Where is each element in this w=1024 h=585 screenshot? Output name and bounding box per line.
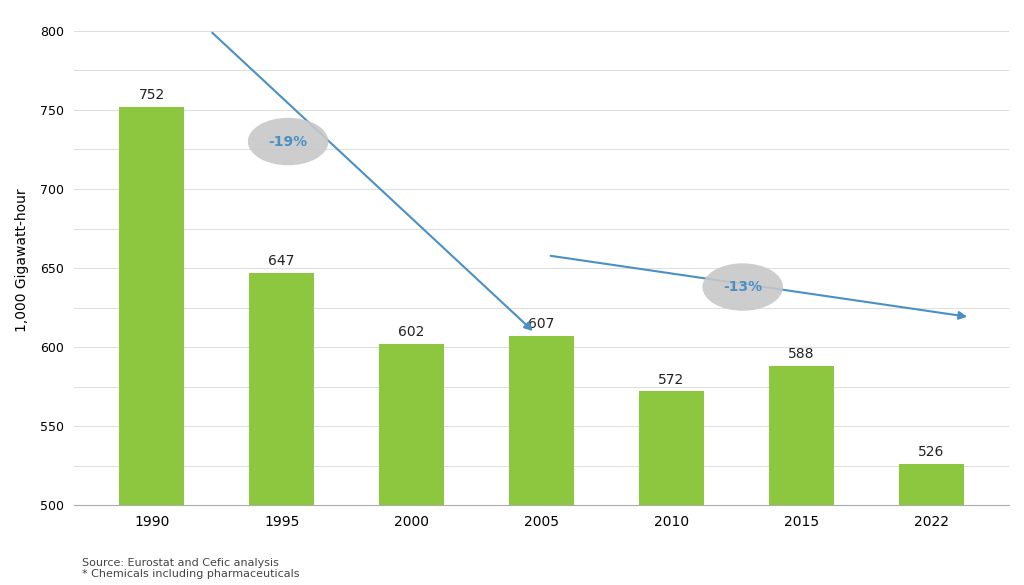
Bar xyxy=(639,391,703,505)
Y-axis label: 1,000 Gigawatt-hour: 1,000 Gigawatt-hour xyxy=(15,188,29,332)
Text: 602: 602 xyxy=(398,325,425,339)
Text: Source: Eurostat and Cefic analysis
* Chemicals including pharmaceuticals: Source: Eurostat and Cefic analysis * Ch… xyxy=(82,558,299,579)
Text: 607: 607 xyxy=(528,317,555,331)
Ellipse shape xyxy=(702,263,783,311)
Bar xyxy=(249,273,314,505)
Bar xyxy=(769,366,834,505)
Text: 588: 588 xyxy=(787,347,814,362)
Text: 647: 647 xyxy=(268,254,295,268)
Ellipse shape xyxy=(248,118,329,165)
Bar xyxy=(509,336,573,505)
Text: 752: 752 xyxy=(138,88,165,102)
Bar xyxy=(379,344,444,505)
Text: -13%: -13% xyxy=(723,280,762,294)
Bar xyxy=(899,464,964,505)
Text: 572: 572 xyxy=(658,373,684,387)
Bar xyxy=(119,106,184,505)
Text: 526: 526 xyxy=(918,445,944,459)
Text: -19%: -19% xyxy=(268,135,307,149)
